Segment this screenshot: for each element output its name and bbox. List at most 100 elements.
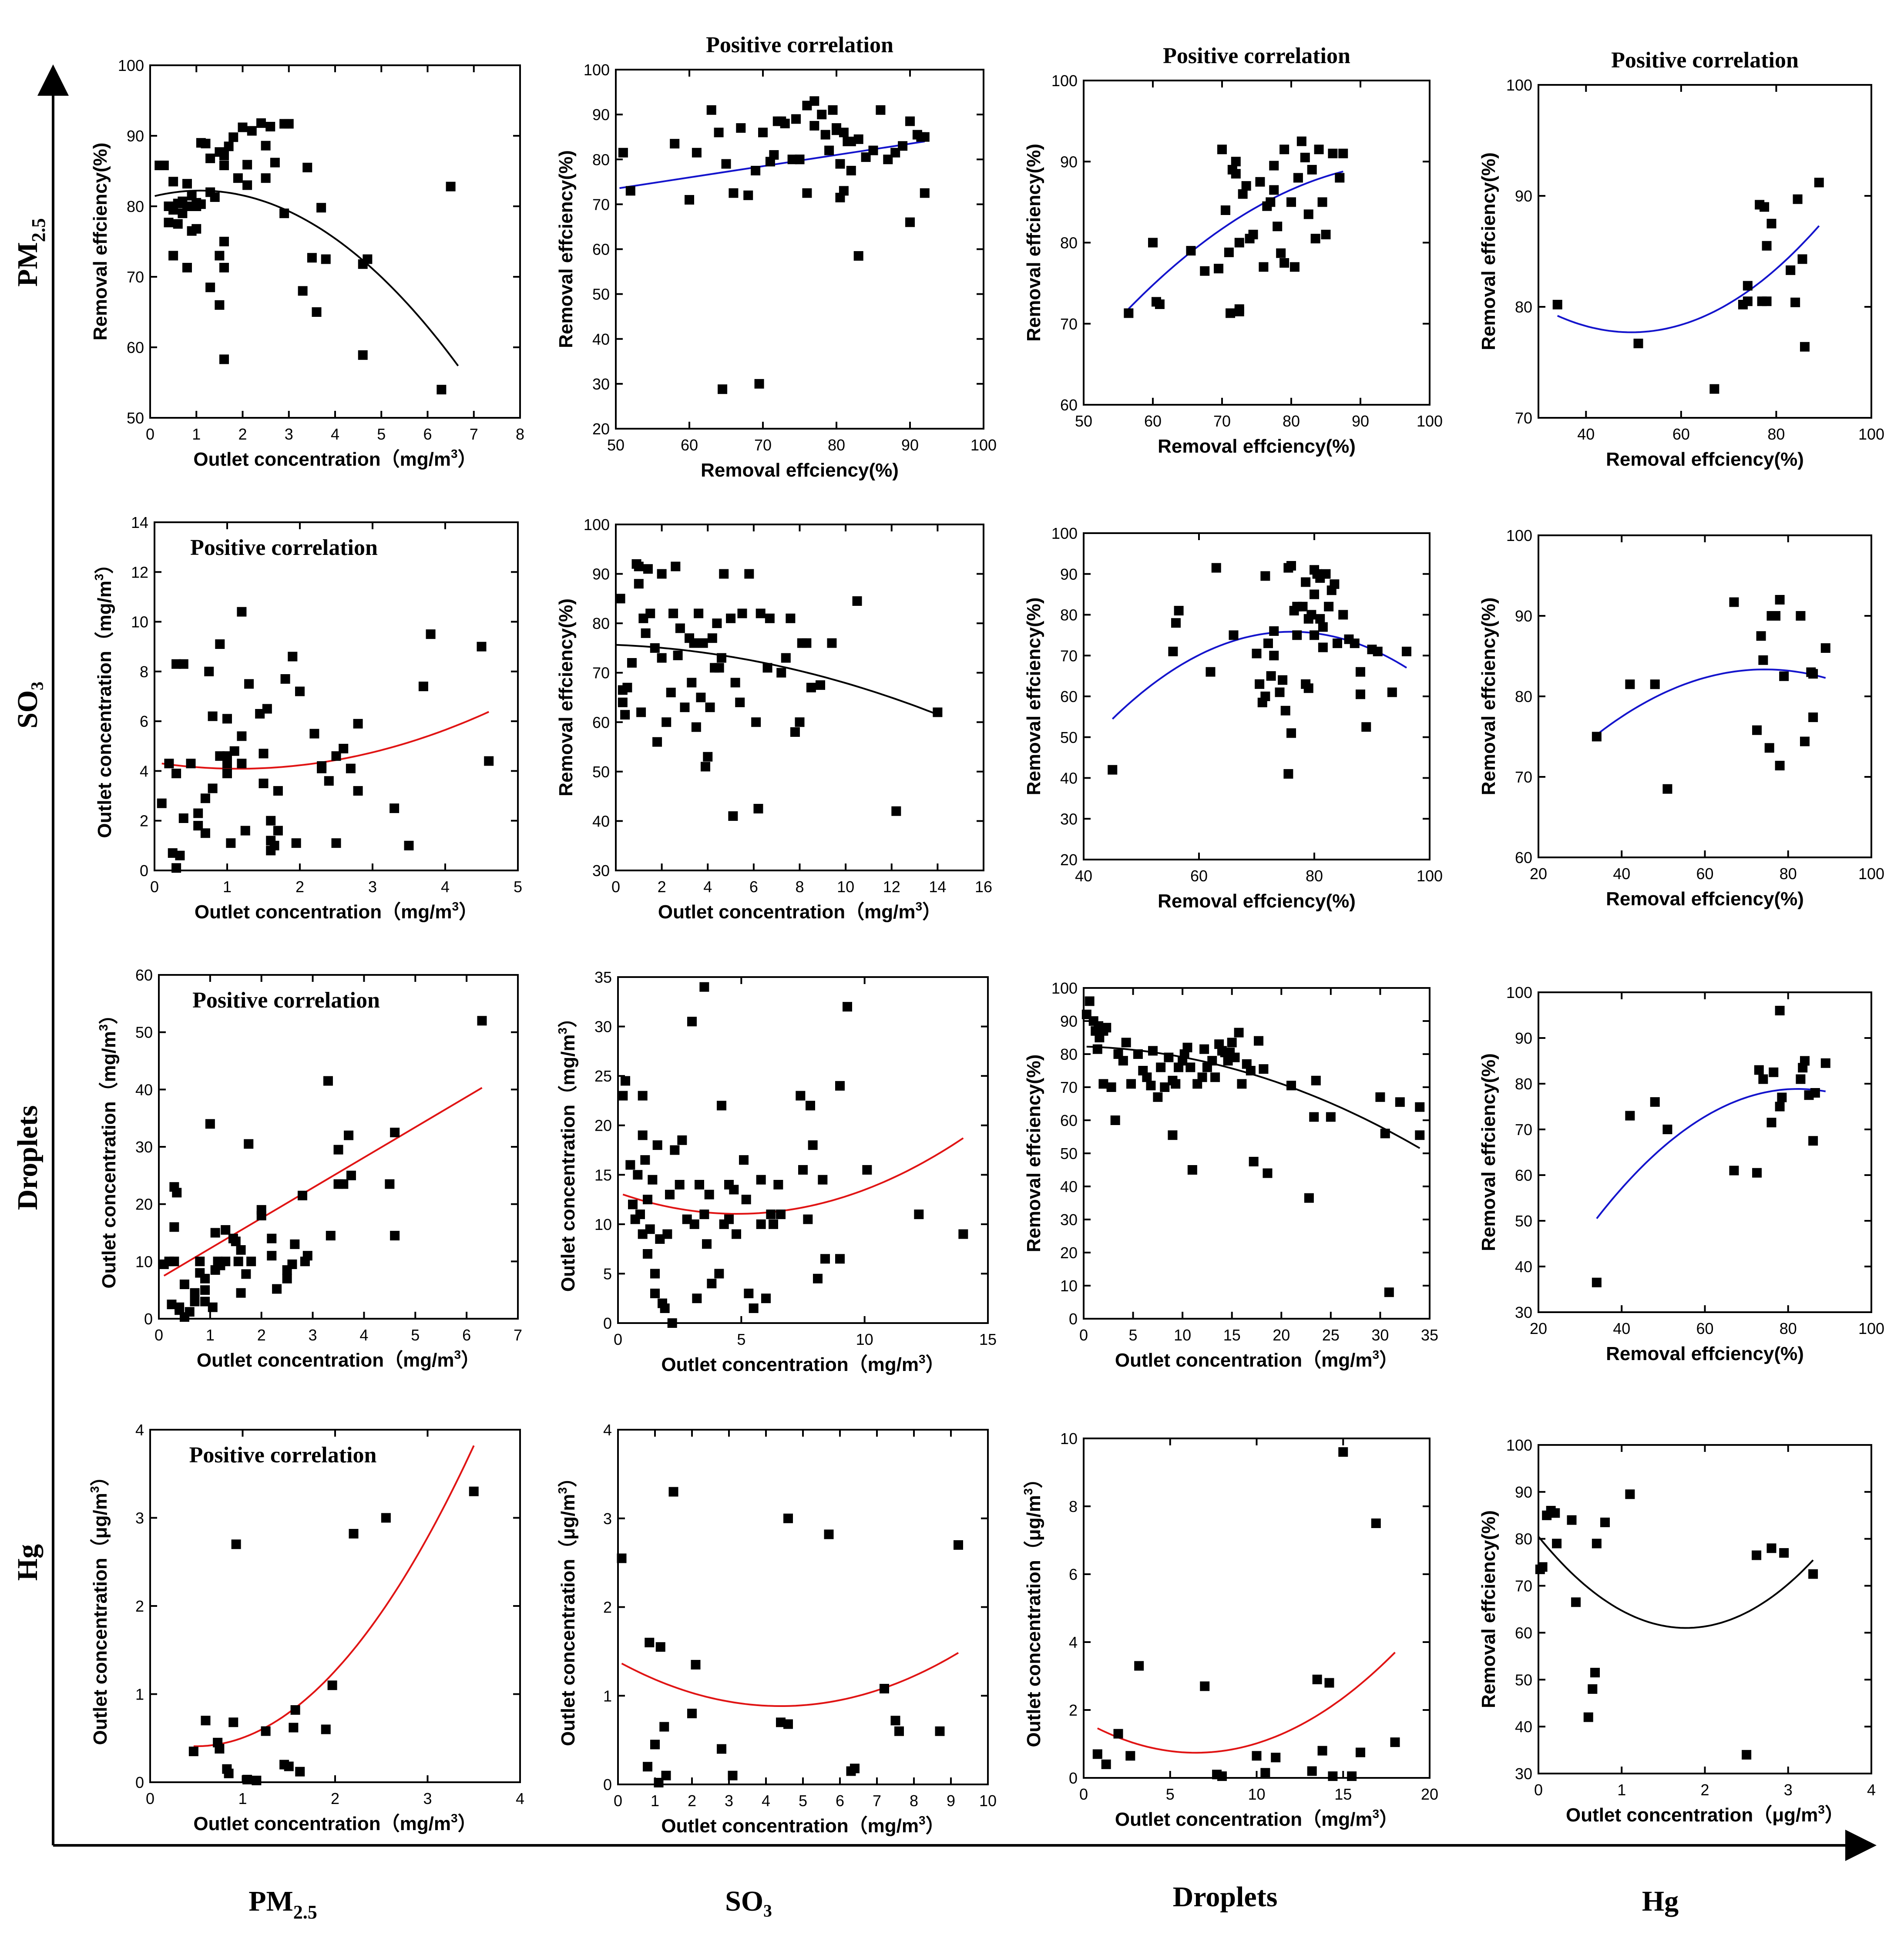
y-tick-label: 0 xyxy=(603,1314,612,1332)
data-point xyxy=(312,307,322,317)
data-point xyxy=(168,848,178,858)
data-point xyxy=(675,1180,685,1189)
x-tick-label: 60 xyxy=(1672,425,1690,443)
data-point xyxy=(780,118,790,128)
y-tick-label: 4 xyxy=(603,1421,612,1439)
x-tick-label: 50 xyxy=(1075,412,1092,430)
panel-r1c2: 50 60 70 80 90 100 20 30 40 50 60 70 80 90 100 Removal … xyxy=(555,33,997,481)
data-point xyxy=(846,137,856,146)
x-tick-label: 4 xyxy=(441,878,450,896)
data-point xyxy=(954,1540,963,1550)
y-axis-label: Removal effciency(%) xyxy=(1023,144,1044,342)
data-point xyxy=(1092,1044,1102,1054)
data-point xyxy=(219,262,229,272)
plot-frame xyxy=(615,524,984,871)
data-point xyxy=(1220,205,1230,215)
y-axis-label: Outlet concentration（mg/m3） xyxy=(92,554,115,838)
data-point xyxy=(282,1273,292,1283)
data-point xyxy=(712,618,722,628)
x-tick-label: 1 xyxy=(223,878,232,896)
data-point xyxy=(659,1722,669,1732)
x-tick-label: 16 xyxy=(975,878,992,896)
x-tick-label: 0 xyxy=(614,1792,622,1810)
data-point xyxy=(724,1214,734,1224)
data-point xyxy=(284,1761,294,1771)
data-point xyxy=(191,224,201,234)
data-point xyxy=(289,1723,299,1733)
y-tick-label: 30 xyxy=(592,375,610,393)
y-axis-label: Outlet concentration（mg/m3） xyxy=(97,1005,120,1288)
data-point xyxy=(1633,339,1643,349)
x-tick-label: 40 xyxy=(1613,865,1630,883)
fit-curve xyxy=(1596,669,1826,736)
data-point xyxy=(267,1233,277,1243)
data-point xyxy=(171,769,181,779)
data-point xyxy=(270,158,280,168)
data-point xyxy=(1269,185,1279,195)
data-point xyxy=(1174,606,1184,616)
y-tick-label: 30 xyxy=(1060,810,1078,828)
x-tick-label: 2 xyxy=(688,1792,696,1810)
x-tick-label: 14 xyxy=(929,878,946,896)
y-tick-label: 20 xyxy=(592,420,610,438)
fit-curve xyxy=(1128,171,1343,309)
data-point xyxy=(818,1175,828,1185)
y-tick-label: 14 xyxy=(131,514,148,531)
data-point xyxy=(641,628,651,638)
svg-text:Hg: Hg xyxy=(12,1544,44,1581)
data-point xyxy=(739,1155,749,1165)
x-axis-label: Removal effciency(%) xyxy=(701,460,899,481)
data-point xyxy=(735,697,745,707)
data-point xyxy=(689,1219,699,1229)
data-point xyxy=(1373,646,1383,656)
data-point xyxy=(1234,306,1244,316)
y-tick-label: 60 xyxy=(1060,396,1078,414)
data-point xyxy=(766,1209,776,1219)
data-point xyxy=(1148,238,1158,248)
data-point xyxy=(1752,1168,1762,1178)
data-point xyxy=(704,1189,714,1199)
data-point xyxy=(1625,1111,1635,1121)
data-point xyxy=(1777,1092,1787,1102)
x-tick-label: 80 xyxy=(1780,1320,1797,1337)
data-point xyxy=(290,1705,300,1715)
data-point xyxy=(186,759,196,769)
data-point xyxy=(200,1273,210,1283)
data-point xyxy=(1292,630,1302,640)
y-tick-label: 20 xyxy=(594,1117,612,1135)
data-point xyxy=(321,1724,331,1734)
data-point xyxy=(1317,197,1327,207)
y-tick-label: 12 xyxy=(131,563,148,581)
x-tick-label: 0 xyxy=(146,1790,154,1807)
y-tick-label: 0 xyxy=(603,1776,612,1794)
data-point xyxy=(798,1165,808,1175)
data-point xyxy=(1227,1038,1237,1048)
data-point xyxy=(680,702,690,712)
data-point xyxy=(169,1256,179,1266)
x-tick-label: 10 xyxy=(979,1792,997,1810)
col-label-pm25: PM2.5 xyxy=(248,1885,317,1923)
x-tick-label: 3 xyxy=(285,425,293,443)
data-point xyxy=(237,731,247,741)
data-point xyxy=(1286,728,1296,738)
data-point xyxy=(862,1165,872,1175)
x-tick-label: 5 xyxy=(411,1326,420,1344)
svg-text:PM2.5: PM2.5 xyxy=(12,218,49,287)
x-tick-label: 80 xyxy=(1780,865,1797,883)
x-tick-label: 4 xyxy=(762,1792,770,1810)
fit-curve xyxy=(193,1445,475,1747)
data-point xyxy=(390,803,400,813)
data-point xyxy=(1775,595,1785,605)
data-point xyxy=(721,159,731,169)
data-point xyxy=(835,1254,845,1264)
data-point xyxy=(1743,281,1753,291)
data-point xyxy=(638,1130,648,1140)
data-point xyxy=(231,1236,241,1246)
x-tick-label: 5 xyxy=(799,1792,807,1810)
data-point xyxy=(657,569,667,579)
data-point xyxy=(625,186,635,196)
fit-curve xyxy=(1086,1045,1420,1149)
data-point xyxy=(363,254,373,264)
x-tick-label: 15 xyxy=(1223,1326,1241,1344)
data-point xyxy=(699,982,709,992)
